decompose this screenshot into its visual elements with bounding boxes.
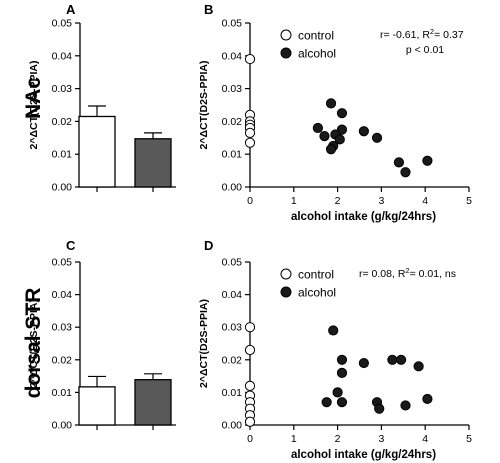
D-x-axis-label: alcohol intake (g/kg/24hrs) <box>291 449 436 461</box>
D-y-tick-label: 0.00 <box>222 420 243 432</box>
D-point-control <box>244 344 256 356</box>
B-point-alcohol <box>319 131 330 142</box>
D-point-alcohol <box>413 361 424 372</box>
panel-letter-c: C <box>66 238 76 253</box>
scatter-chart-B: 0.00 0.01 0.02 0.03 0.04 0.05 2^ΔCT(D2S-PPIA) 0… <box>198 18 472 224</box>
D-y-tick-label: 0.02 <box>222 354 243 366</box>
D-point-alcohol <box>422 393 433 405</box>
A-y-tick-label: 0.05 <box>52 18 73 30</box>
D-point-alcohol <box>336 354 348 365</box>
panel-letter-d: D <box>204 238 213 253</box>
panel-letter-a: A <box>66 2 76 17</box>
A-y-tick-label: 0.01 <box>52 149 73 161</box>
A-y-tick-label: 0.03 <box>52 83 73 95</box>
B-legend-label-alcohol: alcohol <box>298 47 336 61</box>
D-point-alcohol <box>400 400 411 411</box>
D-x-tick-label: 3 <box>378 433 384 445</box>
D-point-alcohol <box>358 357 369 369</box>
B-legend-label-control: control <box>298 29 334 43</box>
B-x-tick-label: 4 <box>422 195 428 207</box>
B-point-alcohol <box>371 132 383 143</box>
B-point-alcohol <box>325 144 337 155</box>
B-y-tick-label: 0.00 <box>222 182 243 194</box>
D-x-tick-label: 2 <box>335 433 341 445</box>
D-y-tick-label: 0.05 <box>222 257 243 269</box>
D-point-alcohol <box>336 367 348 378</box>
B-x-axis-label: alcohol intake (g/kg/24hrs) <box>291 211 436 223</box>
D-x-tick-label: 5 <box>466 433 472 445</box>
A-y-tick-label: 0.04 <box>52 50 73 62</box>
D-x-tick-label: 4 <box>422 433 428 445</box>
D-legend-marker-alcohol <box>280 286 292 298</box>
D-legend-label-control: control <box>298 268 334 282</box>
row-label-nac: NAc <box>22 77 45 119</box>
D-point-control <box>244 416 256 427</box>
B-x-tick-label: 5 <box>466 195 472 207</box>
B-x-tick-label: 2 <box>335 195 341 207</box>
B-y-tick-label: 0.05 <box>222 18 243 30</box>
D-x-tick-label: 1 <box>291 433 297 445</box>
D-point-alcohol <box>321 397 332 408</box>
B-x-tick-label: 1 <box>291 195 297 207</box>
B-x-tick-label: 3 <box>378 195 384 207</box>
row-label-dorsal-str: dorsal STR <box>22 288 45 399</box>
D-y-tick-label: 0.04 <box>222 289 243 301</box>
B-point-alcohol <box>422 155 433 166</box>
C-y-tick-label: 0.03 <box>52 322 73 334</box>
D-legend-marker-control <box>280 268 292 280</box>
B-point-alcohol <box>400 167 411 178</box>
B-y-tick-label: 0.01 <box>222 149 243 161</box>
B-point-alcohol <box>312 122 323 134</box>
B-y-axis-label: 2^ΔCT(D2S-PPIA) <box>198 61 210 150</box>
scatter-chart-D: 0.00 0.01 0.02 0.03 0.04 0.05 2^ΔCT(D2S-PPIA) 0… <box>198 257 472 462</box>
D-legend-label-alcohol: alcohol <box>298 286 336 300</box>
B-legend-marker-control <box>280 29 292 41</box>
B-point-control <box>244 127 256 138</box>
B-y-tick-label: 0.03 <box>222 83 243 95</box>
B-y-tick-label: 0.02 <box>222 116 243 128</box>
D-point-alcohol <box>374 403 385 414</box>
B-x-tick-label: 0 <box>247 195 253 207</box>
D-y-tick-label: 0.01 <box>222 387 243 399</box>
C-bar-alcohol <box>134 379 172 426</box>
C-y-tick-label: 0.02 <box>52 354 73 366</box>
D-stats-line1: r= 0.08, R2= 0.01, ns <box>359 266 456 280</box>
D-point-alcohol <box>387 354 398 365</box>
C-y-axis-label: 2^ΔCT(D2S-PPIA) <box>28 299 40 388</box>
C-y-tick-label: 0.00 <box>52 420 73 432</box>
D-y-tick-label: 0.03 <box>222 322 243 334</box>
D-point-control <box>244 380 256 391</box>
D-point-alcohol <box>336 397 348 408</box>
D-point-alcohol <box>396 354 407 365</box>
A-y-tick-label: 0.02 <box>52 116 73 128</box>
B-point-control <box>244 137 256 148</box>
D-point-control <box>244 322 256 333</box>
A-bar-alcohol <box>134 138 172 188</box>
B-stats-line2: p < 0.01 <box>406 44 444 56</box>
B-stats-line1: r= -0.61, R2= 0.37 <box>380 27 464 41</box>
B-point-alcohol <box>393 157 405 168</box>
B-point-alcohol <box>334 134 345 145</box>
C-y-tick-label: 0.04 <box>52 289 73 301</box>
B-y-tick-label: 0.04 <box>222 50 243 62</box>
A-bar-control <box>78 115 116 188</box>
B-point-alcohol <box>358 126 369 137</box>
bar-chart-C: 0.00 0.01 0.02 0.03 0.04 0.05 2^ΔCT(D2S-PPIA) <box>28 257 176 432</box>
C-y-tick-label: 0.05 <box>52 257 73 269</box>
B-point-control <box>244 53 256 65</box>
B-point-alcohol <box>336 108 348 119</box>
B-legend-marker-alcohol <box>280 47 292 59</box>
C-y-tick-label: 0.01 <box>52 387 73 399</box>
A-y-tick-label: 0.00 <box>52 182 73 194</box>
bar-chart-A: 0.00 0.01 0.02 0.03 0.04 0.05 2^ΔCT(D2S-PPIA) <box>28 18 176 194</box>
D-x-tick-label: 0 <box>247 433 253 445</box>
D-point-alcohol <box>332 387 343 398</box>
panel-letter-b: B <box>204 2 213 17</box>
D-y-axis-label: 2^ΔCT(D2S-PPIA) <box>198 299 210 388</box>
D-point-alcohol <box>328 325 339 336</box>
B-point-alcohol <box>325 98 337 109</box>
C-bar-control <box>78 386 116 426</box>
A-y-axis-label: 2^ΔCT(D2S-PPIA) <box>28 61 40 150</box>
